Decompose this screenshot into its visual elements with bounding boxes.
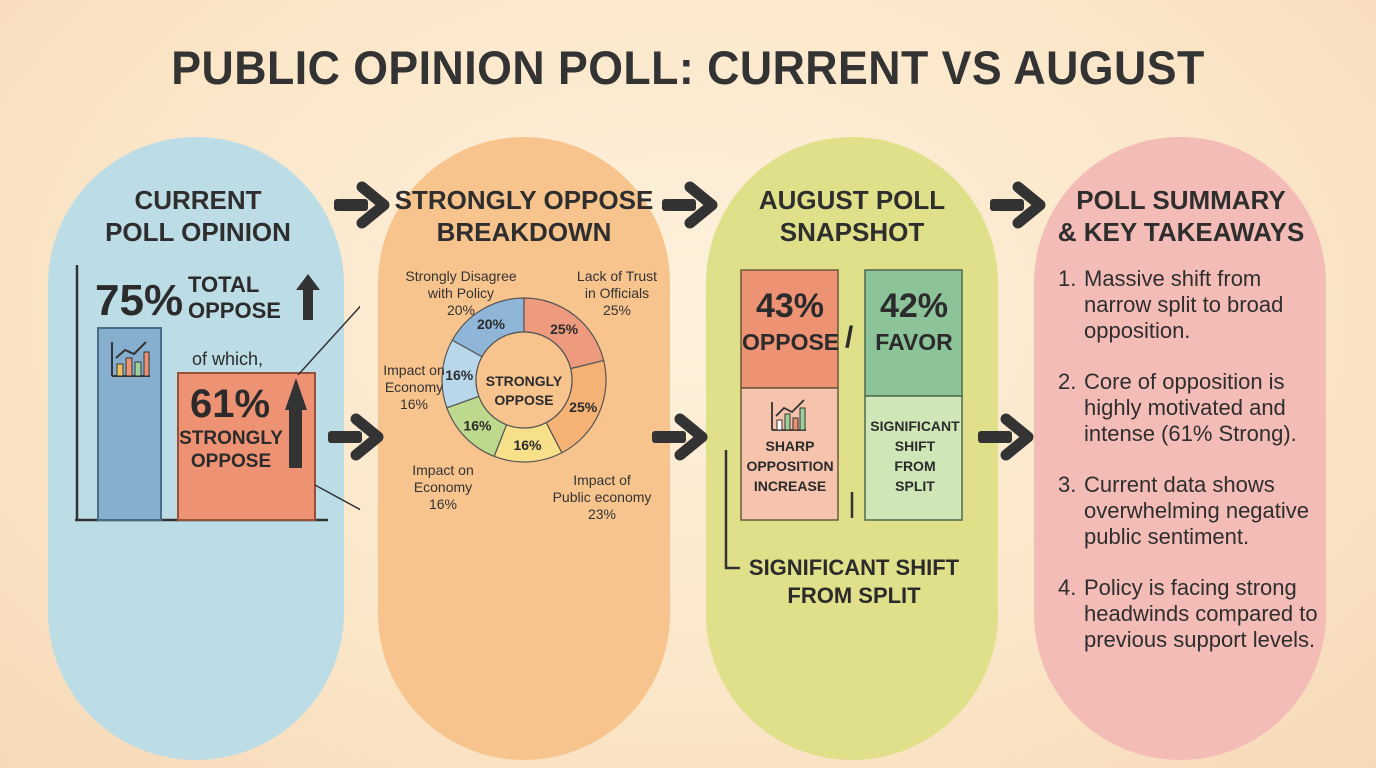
list-item: 4. Policy is facing strong headwinds com…	[1058, 575, 1318, 652]
takeaways-list: 1. Massive shift from narrow split to br…	[1058, 266, 1328, 678]
donut-slice-label: 16%	[513, 437, 542, 453]
august-oppose-label: OPPOSE	[742, 329, 840, 355]
current-bar-chart	[75, 265, 360, 522]
donut-slice-label: 25%	[550, 321, 579, 337]
shift-box	[864, 395, 963, 521]
donut-center-label: STRONGLY OPPOSE	[485, 373, 563, 408]
donut-slice-label: 25%	[569, 399, 598, 415]
list-item: 2. Core of opposition is highly motivate…	[1058, 369, 1297, 446]
slice-label-disagree: Strongly Disagree with Policy 20%	[405, 268, 517, 318]
donut-center	[475, 331, 573, 429]
breakdown-donut-chart: 20% 25% 25% 16% 16% 16%	[441, 297, 607, 463]
breakdown-heading: STRONGLY OPPOSE BREAKDOWN	[394, 185, 654, 247]
strongly-oppose-label: STRONGLY OPPOSE	[179, 428, 283, 472]
total-oppose-value: 75%	[95, 276, 184, 325]
donut-slice-label: 20%	[477, 316, 506, 332]
august-oppose-box	[740, 269, 839, 389]
arrow-right-icon	[652, 419, 702, 455]
august-heading: AUGUST POLL SNAPSHOT	[758, 185, 946, 247]
arrow-up-icon	[296, 274, 320, 320]
sharp-increase-label: SHARP OPPOSITION INCREASE	[746, 438, 834, 494]
slice-label-trust: Lack of Trust in Officials 25%	[576, 268, 658, 318]
august-bars	[724, 269, 963, 570]
list-item: 1. Massive shift from narrow split to br…	[1058, 266, 1284, 343]
arrow-up-icon	[285, 378, 307, 468]
shift-from-split-label: SIGNIFICANT SHIFT FROM SPLIT	[870, 418, 960, 494]
summary-panel	[1034, 137, 1326, 760]
august-favor-label: FAVOR	[875, 329, 953, 355]
current-heading: CURRENT POLL OPINION	[105, 185, 291, 247]
donut-slice-label: 16%	[445, 367, 474, 383]
summary-heading: POLL SUMMARY & KEY TAKEAWAYS	[1057, 185, 1305, 247]
arrow-right-icon	[334, 187, 384, 223]
slice-label-economy-1: Impact on Economy 16%	[383, 362, 445, 412]
total-oppose-label: TOTAL OPPOSE	[188, 272, 281, 323]
arrow-right-icon	[990, 187, 1040, 223]
donut-slice-label: 16%	[463, 417, 492, 433]
august-favor-box	[864, 269, 963, 397]
august-footer: SIGNIFICANT SHIFT FROM SPLIT	[748, 555, 960, 608]
slice-label-public-economy: Impact of Public economy 23%	[552, 472, 652, 522]
list-item: 3. Current data shows overwhelming negat…	[1058, 472, 1310, 549]
of-which-text: of which,	[192, 349, 264, 369]
arrow-right-icon	[662, 187, 712, 223]
slice-label-economy-2: Impact on Economy 16%	[412, 462, 474, 512]
chart-icon	[771, 399, 806, 431]
page-title: PUBLIC OPINION POLL: CURRENT VS AUGUST	[171, 41, 1205, 94]
slash-divider: /	[845, 321, 854, 354]
august-oppose-value: 43%	[755, 287, 825, 325]
august-favor-value: 42%	[879, 287, 949, 325]
chart-icon	[108, 336, 152, 380]
strongly-oppose-value: 61%	[190, 382, 271, 426]
